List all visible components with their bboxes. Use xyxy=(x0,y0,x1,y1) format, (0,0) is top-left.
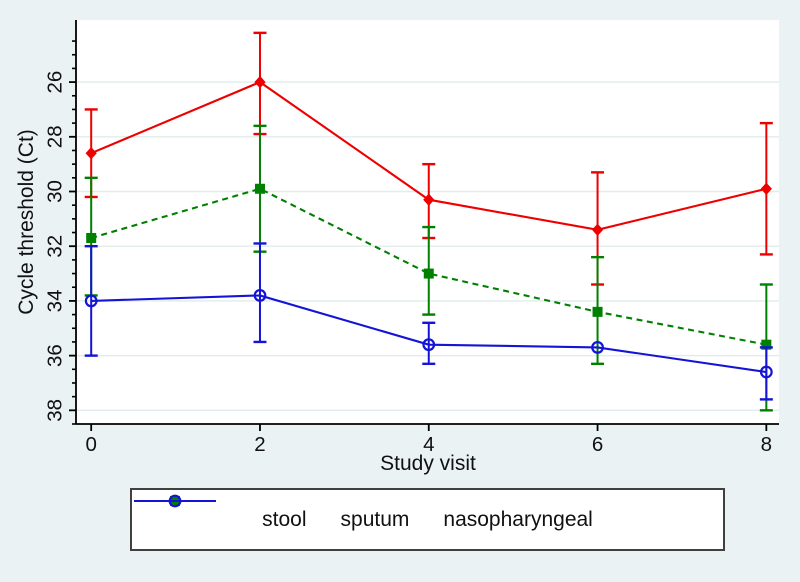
square-marker xyxy=(86,233,97,244)
y-tick-label: 38 xyxy=(44,399,67,422)
diamond-marker xyxy=(760,182,772,195)
x-axis-title: Study visit xyxy=(380,452,476,475)
diamond-marker xyxy=(591,223,604,236)
legend: stool sputum nasopharyngeal xyxy=(130,488,725,551)
legend-label: stool xyxy=(262,507,307,531)
gridlines xyxy=(76,81,779,412)
diamond-marker xyxy=(423,193,435,206)
square-marker xyxy=(254,183,265,194)
legend-label: sputum xyxy=(340,507,410,531)
y-tick-label: 30 xyxy=(44,180,67,203)
square-marker xyxy=(761,339,772,350)
x-tick-label: 4 xyxy=(423,433,434,456)
x-tick-label: 6 xyxy=(592,433,603,456)
y-tick-label: 32 xyxy=(44,235,67,258)
y-tick-label: 28 xyxy=(44,125,67,148)
diamond-marker xyxy=(254,75,266,89)
square-marker xyxy=(423,268,434,279)
open-circle-marker xyxy=(422,338,436,352)
legend-entry-stool: stool xyxy=(134,494,307,532)
legend-label: nasopharyngeal xyxy=(443,507,593,531)
series-nasopharyngeal xyxy=(84,242,773,401)
y-axis: 26 28 30 32 34 36 38 xyxy=(44,20,77,425)
y-tick-label: 34 xyxy=(44,290,67,313)
legend-entry-nasopharyngeal: nasopharyngeal xyxy=(134,494,593,532)
x-tick-label: 2 xyxy=(254,433,265,456)
y-axis-title: Cycle threshold (Ct) xyxy=(15,129,38,315)
open-circle-marker xyxy=(591,341,604,354)
open-circle-marker xyxy=(759,365,773,379)
legend-key-open-circle-icon xyxy=(134,494,216,508)
x-tick-label: 8 xyxy=(761,433,772,456)
y-tick-label: 26 xyxy=(44,71,67,94)
open-circle-marker xyxy=(168,494,182,508)
open-circle-marker xyxy=(84,294,98,308)
open-circle-marker xyxy=(253,289,267,302)
x-axis: 0 2 4 6 8 xyxy=(76,423,779,456)
diamond-marker xyxy=(85,147,97,160)
y-tick-label: 36 xyxy=(44,344,67,367)
legend-entry-sputum: sputum xyxy=(134,496,410,532)
x-tick-label: 0 xyxy=(85,433,96,456)
square-marker xyxy=(592,306,603,317)
